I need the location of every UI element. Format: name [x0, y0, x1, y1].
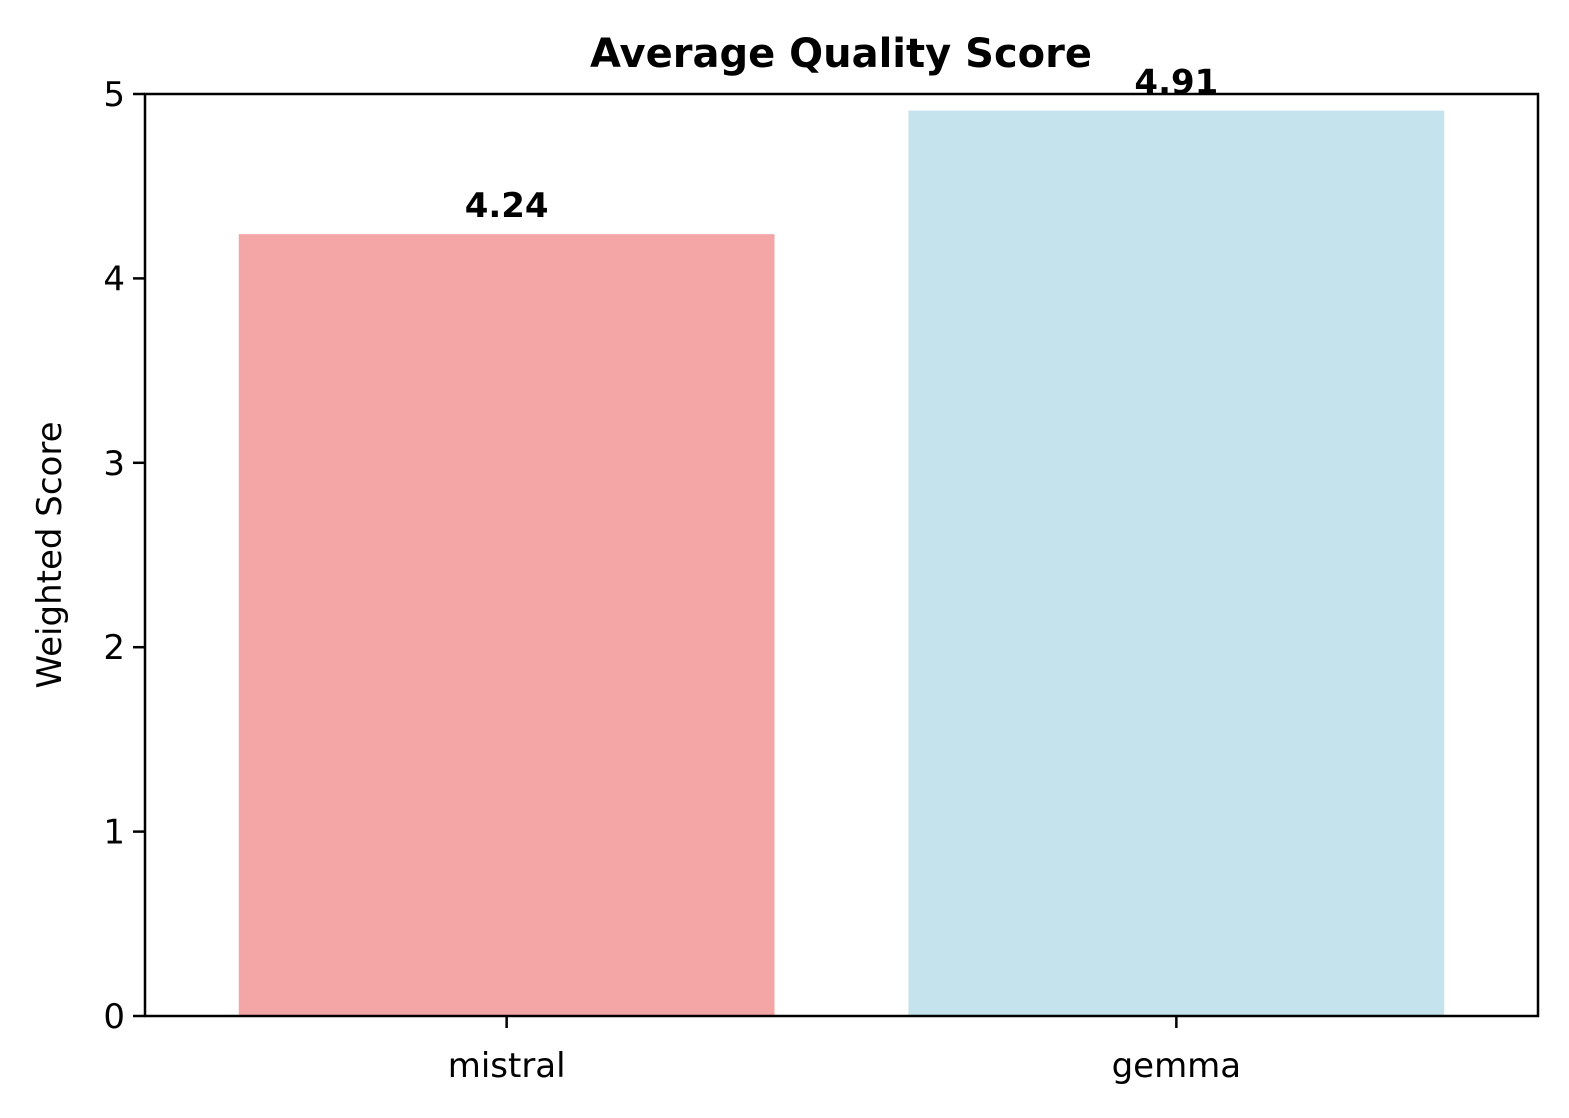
value-label-mistral: 4.24: [465, 186, 549, 226]
y-axis: 0 1 2 3 4 5: [103, 75, 145, 1037]
y-tick-label-2: 2: [103, 628, 125, 668]
y-tick-label-3: 3: [103, 444, 125, 484]
plot-frame: [143, 92, 1540, 1018]
bar-gemma: [908, 110, 1445, 1016]
y-tick-label-5: 5: [103, 75, 125, 115]
bars-group: [238, 110, 1445, 1017]
y-axis-title: Weighted Score: [30, 422, 70, 689]
x-tick-label-gemma: gemma: [1112, 1046, 1242, 1086]
chart-title: Average Quality Score: [590, 31, 1092, 77]
y-tick-label-0: 0: [103, 997, 125, 1037]
x-axis: mistral gemma: [448, 1016, 1241, 1086]
y-tick-label-4: 4: [103, 259, 125, 299]
y-tick-label-1: 1: [103, 813, 125, 853]
value-labels-group: 4.24 4.91: [465, 63, 1219, 227]
x-tick-label-mistral: mistral: [448, 1046, 566, 1086]
value-label-gemma: 4.91: [1134, 63, 1218, 103]
bar-mistral: [238, 234, 775, 1017]
